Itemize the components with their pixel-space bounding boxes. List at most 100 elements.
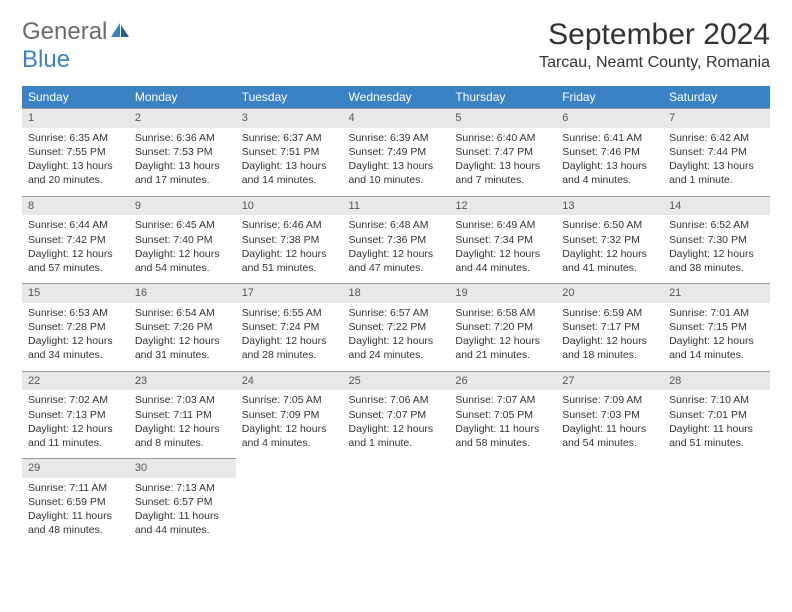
logo-text-blue: Blue [22, 46, 70, 73]
sunset-line: Sunset: 7:11 PM [135, 408, 230, 422]
daylight-line: Daylight: 12 hours and 34 minutes. [28, 334, 123, 362]
calendar-cell: 19Sunrise: 6:58 AMSunset: 7:20 PMDayligh… [449, 283, 556, 371]
day-body: Sunrise: 6:49 AMSunset: 7:34 PMDaylight:… [449, 215, 556, 283]
day-body: Sunrise: 6:50 AMSunset: 7:32 PMDaylight:… [556, 215, 663, 283]
logo-sail-icon [109, 21, 131, 39]
calendar-cell-empty [663, 458, 770, 546]
day-number: 30 [129, 458, 236, 478]
daylight-line: Daylight: 12 hours and 8 minutes. [135, 422, 230, 450]
sunset-line: Sunset: 7:46 PM [562, 145, 657, 159]
sunrise-line: Sunrise: 6:44 AM [28, 218, 123, 232]
calendar-cell: 1Sunrise: 6:35 AMSunset: 7:55 PMDaylight… [22, 108, 129, 196]
calendar-cell: 14Sunrise: 6:52 AMSunset: 7:30 PMDayligh… [663, 196, 770, 284]
day-body: Sunrise: 6:48 AMSunset: 7:36 PMDaylight:… [343, 215, 450, 283]
calendar-cell: 24Sunrise: 7:05 AMSunset: 7:09 PMDayligh… [236, 371, 343, 459]
daylight-line: Daylight: 11 hours and 54 minutes. [562, 422, 657, 450]
daylight-line: Daylight: 12 hours and 28 minutes. [242, 334, 337, 362]
sunset-line: Sunset: 7:32 PM [562, 233, 657, 247]
day-number: 28 [663, 371, 770, 391]
sunset-line: Sunset: 7:17 PM [562, 320, 657, 334]
daylight-line: Daylight: 13 hours and 4 minutes. [562, 159, 657, 187]
calendar-cell: 17Sunrise: 6:55 AMSunset: 7:24 PMDayligh… [236, 283, 343, 371]
day-body: Sunrise: 6:41 AMSunset: 7:46 PMDaylight:… [556, 128, 663, 196]
weekday-header: Friday [556, 86, 663, 108]
sunset-line: Sunset: 7:36 PM [349, 233, 444, 247]
title-block: September 2024 Tarcau, Neamt County, Rom… [539, 18, 770, 72]
day-body: Sunrise: 6:35 AMSunset: 7:55 PMDaylight:… [22, 128, 129, 196]
calendar-row: 8Sunrise: 6:44 AMSunset: 7:42 PMDaylight… [22, 196, 770, 284]
sunrise-line: Sunrise: 6:53 AM [28, 306, 123, 320]
calendar-row: 29Sunrise: 7:11 AMSunset: 6:59 PMDayligh… [22, 458, 770, 546]
day-body: Sunrise: 7:01 AMSunset: 7:15 PMDaylight:… [663, 303, 770, 371]
sunrise-line: Sunrise: 6:48 AM [349, 218, 444, 232]
day-number: 6 [556, 108, 663, 128]
calendar-cell-empty [449, 458, 556, 546]
sunset-line: Sunset: 6:57 PM [135, 495, 230, 509]
day-body: Sunrise: 6:54 AMSunset: 7:26 PMDaylight:… [129, 303, 236, 371]
sunrise-line: Sunrise: 6:52 AM [669, 218, 764, 232]
day-body: Sunrise: 6:46 AMSunset: 7:38 PMDaylight:… [236, 215, 343, 283]
sunrise-line: Sunrise: 6:36 AM [135, 131, 230, 145]
sunrise-line: Sunrise: 7:03 AM [135, 393, 230, 407]
sunset-line: Sunset: 7:28 PM [28, 320, 123, 334]
daylight-line: Daylight: 12 hours and 1 minute. [349, 422, 444, 450]
sunset-line: Sunset: 7:44 PM [669, 145, 764, 159]
day-number: 21 [663, 283, 770, 303]
daylight-line: Daylight: 11 hours and 51 minutes. [669, 422, 764, 450]
header: General Blue September 2024 Tarcau, Neam… [22, 18, 770, 74]
day-number: 25 [343, 371, 450, 391]
calendar-cell: 22Sunrise: 7:02 AMSunset: 7:13 PMDayligh… [22, 371, 129, 459]
daylight-line: Daylight: 12 hours and 21 minutes. [455, 334, 550, 362]
sunset-line: Sunset: 7:09 PM [242, 408, 337, 422]
sunrise-line: Sunrise: 6:49 AM [455, 218, 550, 232]
day-body: Sunrise: 6:37 AMSunset: 7:51 PMDaylight:… [236, 128, 343, 196]
sunrise-line: Sunrise: 6:35 AM [28, 131, 123, 145]
calendar-cell: 20Sunrise: 6:59 AMSunset: 7:17 PMDayligh… [556, 283, 663, 371]
daylight-line: Daylight: 13 hours and 10 minutes. [349, 159, 444, 187]
daylight-line: Daylight: 11 hours and 58 minutes. [455, 422, 550, 450]
daylight-line: Daylight: 12 hours and 11 minutes. [28, 422, 123, 450]
calendar-row: 22Sunrise: 7:02 AMSunset: 7:13 PMDayligh… [22, 371, 770, 459]
daylight-line: Daylight: 12 hours and 24 minutes. [349, 334, 444, 362]
calendar-cell-empty [556, 458, 663, 546]
weekday-header: Monday [129, 86, 236, 108]
daylight-line: Daylight: 13 hours and 17 minutes. [135, 159, 230, 187]
sunrise-line: Sunrise: 7:09 AM [562, 393, 657, 407]
day-body: Sunrise: 7:13 AMSunset: 6:57 PMDaylight:… [129, 478, 236, 546]
calendar-cell: 9Sunrise: 6:45 AMSunset: 7:40 PMDaylight… [129, 196, 236, 284]
day-number: 13 [556, 196, 663, 216]
daylight-line: Daylight: 12 hours and 44 minutes. [455, 247, 550, 275]
day-number: 4 [343, 108, 450, 128]
sunset-line: Sunset: 7:05 PM [455, 408, 550, 422]
day-number: 11 [343, 196, 450, 216]
day-body: Sunrise: 7:09 AMSunset: 7:03 PMDaylight:… [556, 390, 663, 458]
day-number: 26 [449, 371, 556, 391]
sunset-line: Sunset: 7:51 PM [242, 145, 337, 159]
day-body: Sunrise: 7:06 AMSunset: 7:07 PMDaylight:… [343, 390, 450, 458]
day-number: 15 [22, 283, 129, 303]
daylight-line: Daylight: 12 hours and 14 minutes. [669, 334, 764, 362]
sunrise-line: Sunrise: 6:58 AM [455, 306, 550, 320]
daylight-line: Daylight: 11 hours and 48 minutes. [28, 509, 123, 537]
calendar-cell: 5Sunrise: 6:40 AMSunset: 7:47 PMDaylight… [449, 108, 556, 196]
daylight-line: Daylight: 11 hours and 44 minutes. [135, 509, 230, 537]
sunset-line: Sunset: 7:26 PM [135, 320, 230, 334]
month-title: September 2024 [539, 18, 770, 52]
calendar-cell: 26Sunrise: 7:07 AMSunset: 7:05 PMDayligh… [449, 371, 556, 459]
daylight-line: Daylight: 13 hours and 7 minutes. [455, 159, 550, 187]
sunset-line: Sunset: 7:55 PM [28, 145, 123, 159]
sunset-line: Sunset: 7:22 PM [349, 320, 444, 334]
sunset-line: Sunset: 7:53 PM [135, 145, 230, 159]
sunset-line: Sunset: 7:07 PM [349, 408, 444, 422]
sunrise-line: Sunrise: 6:57 AM [349, 306, 444, 320]
sunrise-line: Sunrise: 6:40 AM [455, 131, 550, 145]
sunrise-line: Sunrise: 7:11 AM [28, 481, 123, 495]
day-body: Sunrise: 7:07 AMSunset: 7:05 PMDaylight:… [449, 390, 556, 458]
sunrise-line: Sunrise: 7:01 AM [669, 306, 764, 320]
day-body: Sunrise: 6:39 AMSunset: 7:49 PMDaylight:… [343, 128, 450, 196]
calendar-cell: 27Sunrise: 7:09 AMSunset: 7:03 PMDayligh… [556, 371, 663, 459]
daylight-line: Daylight: 13 hours and 14 minutes. [242, 159, 337, 187]
calendar-cell: 12Sunrise: 6:49 AMSunset: 7:34 PMDayligh… [449, 196, 556, 284]
calendar-cell: 25Sunrise: 7:06 AMSunset: 7:07 PMDayligh… [343, 371, 450, 459]
day-number: 27 [556, 371, 663, 391]
